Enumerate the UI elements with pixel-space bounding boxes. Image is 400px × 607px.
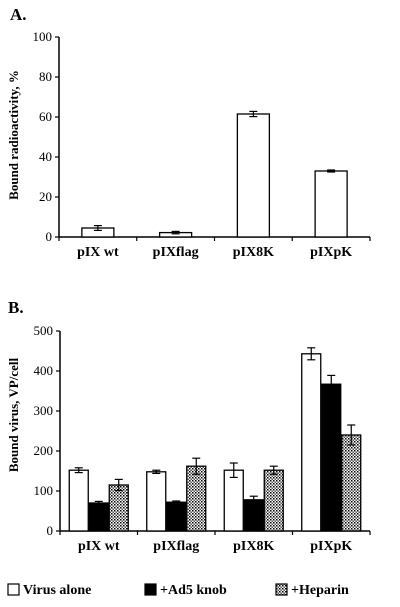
bar (321, 383, 342, 532)
panel-b-bars (68, 347, 362, 532)
panel-a-axes: 0 20 40 60 80 100 pIX wt pIXflag pIX8K pIXpK (33, 29, 371, 260)
legend-label: +Ad5 knob (160, 583, 227, 598)
x-tick-label: pIXpK (310, 245, 352, 260)
y-tick-label: 500 (34, 323, 54, 338)
bar (263, 469, 284, 532)
panel-b: B. Bound virus, VP/cell 0 100 200 300 400 500… (6, 298, 371, 554)
panel-b-ylabel: Bound virus, VP/cell (6, 357, 21, 472)
y-tick-label: 80 (39, 69, 52, 84)
x-tick-label: pIX8K (233, 539, 274, 554)
bar (68, 469, 89, 532)
legend: Virus alone +Ad5 knob +Heparin (7, 583, 349, 598)
x-tick-label: pIXflag (153, 539, 199, 554)
panel-a-bars (81, 110, 348, 238)
x-tick-label: pIXflag (153, 245, 199, 260)
panel-a-label: A. (10, 5, 27, 24)
y-tick-label: 400 (34, 363, 54, 378)
y-tick-label: 100 (33, 29, 53, 44)
bar (236, 113, 271, 238)
x-tick-label: pIXpK (310, 539, 352, 554)
y-tick-label: 20 (39, 189, 52, 204)
bar (146, 471, 167, 532)
y-tick-label: 0 (46, 229, 53, 244)
legend-swatch (275, 583, 288, 596)
y-tick-label: 200 (34, 443, 54, 458)
x-tick-label: pIX8K (233, 245, 274, 260)
bar (301, 353, 322, 532)
bar (88, 502, 109, 532)
bar (186, 465, 207, 532)
panel-a: A. Bound radioactivity, % 0 20 40 60 80 100 pI… (6, 5, 371, 260)
y-tick-label: 40 (39, 149, 52, 164)
panel-b-label: B. (8, 298, 24, 317)
legend-label: Virus alone (23, 583, 91, 598)
bar (243, 499, 264, 532)
bar (341, 434, 362, 532)
bar (166, 501, 187, 532)
bar (314, 170, 348, 238)
x-tick-label: pIX wt (78, 539, 120, 554)
y-tick-label: 100 (34, 483, 54, 498)
y-tick-label: 60 (39, 109, 52, 124)
x-tick-label: pIX wt (77, 245, 119, 260)
bar (108, 484, 129, 532)
legend-swatch (7, 583, 20, 596)
y-tick-label: 0 (47, 523, 54, 538)
legend-label: +Heparin (291, 583, 349, 598)
panel-a-ylabel: Bound radioactivity, % (6, 70, 21, 200)
bar (223, 469, 244, 532)
legend-swatch (144, 583, 157, 596)
y-tick-label: 300 (34, 403, 54, 418)
